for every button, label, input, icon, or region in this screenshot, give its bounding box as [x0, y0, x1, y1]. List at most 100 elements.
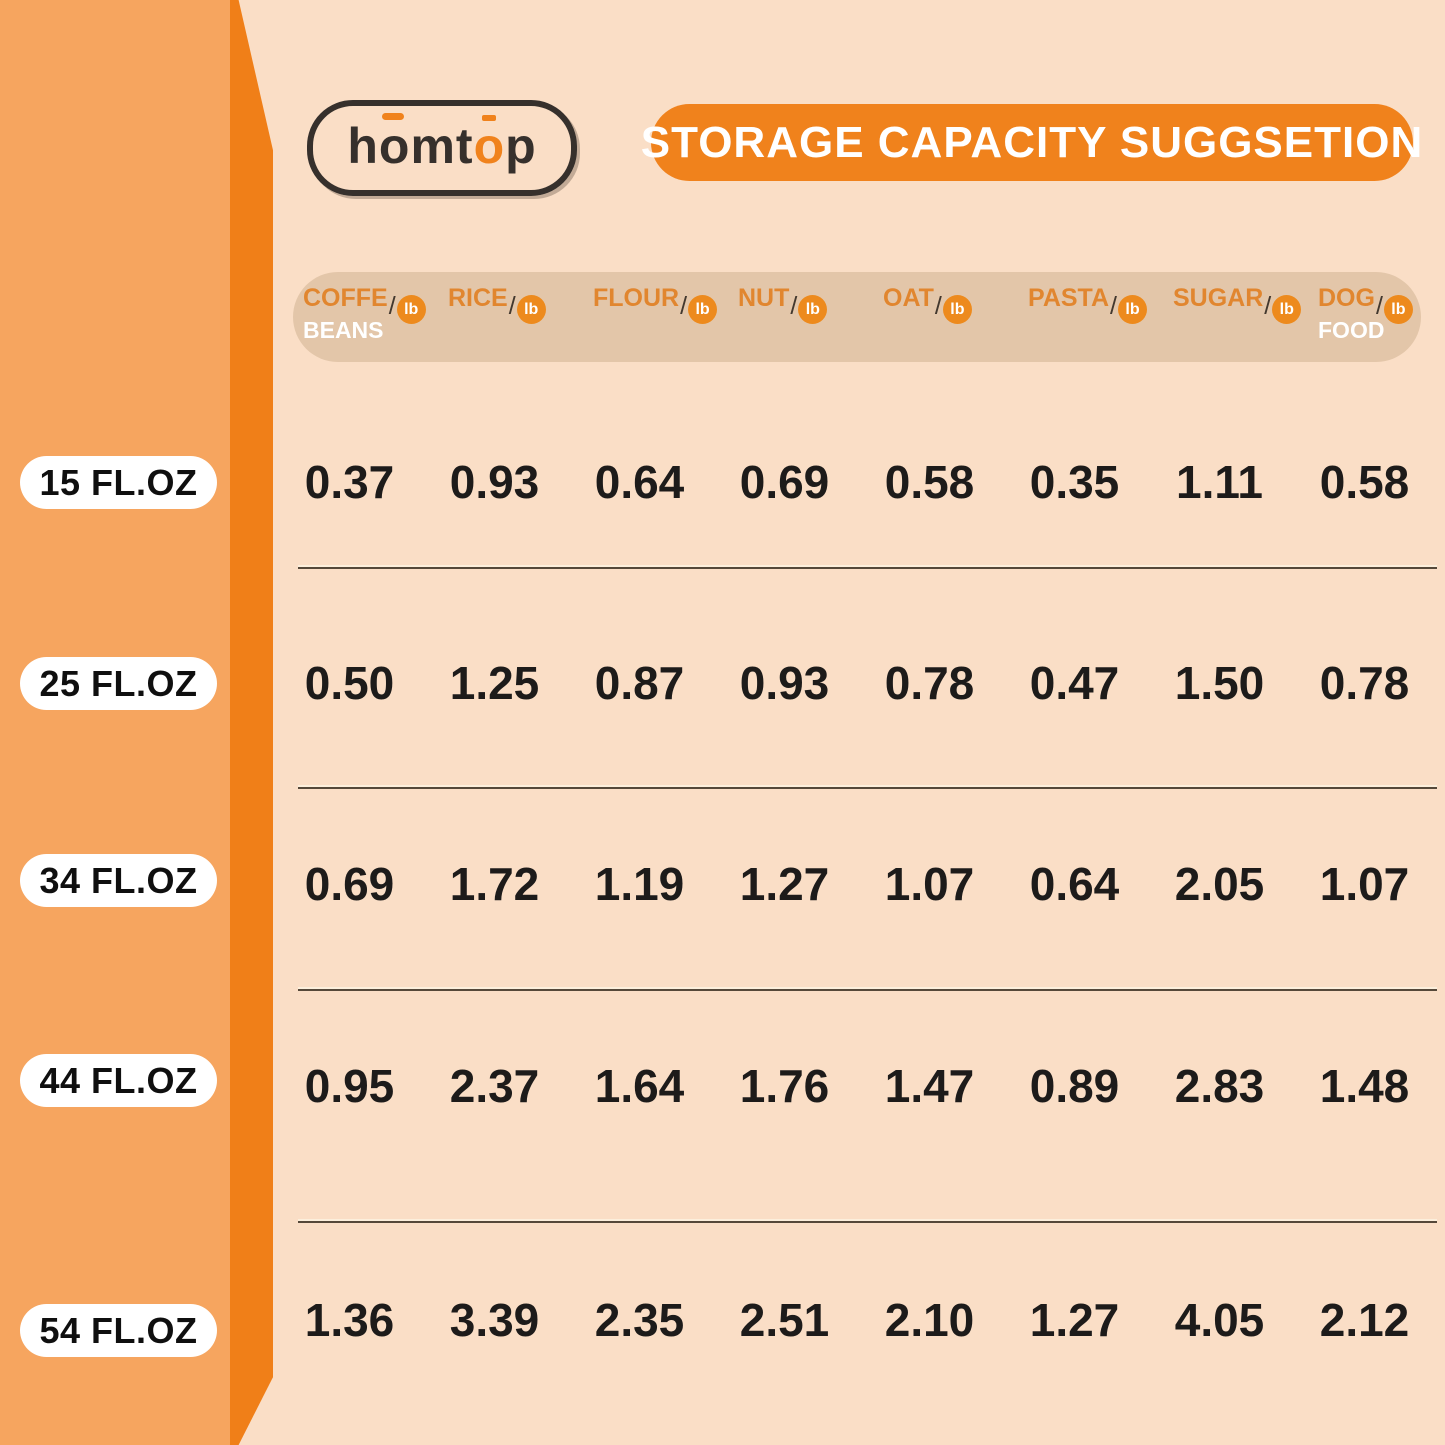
unit-lb-badge: lb: [942, 295, 972, 324]
table-cell-value: 1.27: [1029, 1294, 1120, 1346]
table-cell-value: 4.05: [1174, 1294, 1265, 1346]
column-header-pasta: PASTA / lb: [1002, 272, 1147, 362]
table-cell-value: 1.72: [449, 858, 540, 910]
column-header-label: DOG: [1318, 284, 1375, 312]
table-cell-value: 0.50: [304, 657, 395, 709]
table-cell-value: 3.39: [449, 1294, 540, 1346]
table-row: 1.36 3.39 2.35 2.51 2.10 1.27 4.05 2.12: [277, 1286, 1437, 1354]
column-header-line: OAT / lb: [883, 284, 1002, 324]
row-label-pill: 25 FL.OZ: [20, 657, 217, 710]
row-divider-line: [298, 989, 1437, 991]
table-cell-value: 1.27: [739, 858, 830, 910]
table-cell-value: 1.64: [594, 1060, 685, 1112]
column-header-rice: RICE / lb: [422, 272, 567, 362]
column-header-coffe: COFFE / lb BEANS: [277, 272, 426, 362]
table-cell-value: 1.07: [884, 858, 975, 910]
column-header-nut: NUT / lb: [712, 272, 857, 362]
column-header-label: COFFE: [303, 284, 388, 312]
row-label-pill: 44 FL.OZ: [20, 1054, 217, 1107]
table-cell-value: 1.11: [1176, 456, 1263, 508]
column-header-oat: OAT / lb: [857, 272, 1002, 362]
row-divider-line: [298, 787, 1437, 789]
table-cell-value: 1.76: [739, 1060, 830, 1112]
column-header-dog: DOG / lb FOOD: [1292, 272, 1437, 362]
table-cell-value: 0.58: [1319, 456, 1410, 508]
left-sidebar: [0, 0, 230, 1445]
per-slash: /: [388, 292, 396, 320]
table-cell-value: 0.93: [739, 657, 830, 709]
per-slash: /: [1264, 292, 1272, 320]
column-header-line: PASTA / lb: [1028, 284, 1147, 324]
row-divider-line: [298, 567, 1437, 569]
table-cell-value: 0.58: [884, 456, 975, 508]
unit-lb-badge: lb: [516, 295, 546, 324]
table-cell-value: 2.35: [594, 1294, 685, 1346]
table-cell-value: 2.83: [1174, 1060, 1265, 1112]
orange-divider-stripe: [230, 0, 273, 1445]
logo-letter: o: [378, 113, 411, 174]
per-slash: /: [508, 292, 516, 320]
table-cell-value: 2.51: [739, 1294, 830, 1346]
row-label-pill: 34 FL.OZ: [20, 854, 217, 907]
per-slash: /: [680, 292, 688, 320]
per-slash: /: [790, 292, 798, 320]
column-header-line: RICE / lb: [448, 284, 567, 324]
table-cell-value: 0.87: [594, 657, 685, 709]
table-cell-value: 1.25: [449, 657, 540, 709]
unit-lb-badge: lb: [1117, 295, 1147, 324]
unit-lb-badge: lb: [798, 295, 828, 324]
table-cell-value: 0.47: [1029, 657, 1120, 709]
table-cell-value: 0.93: [449, 456, 540, 508]
column-header-line: FLOUR / lb: [593, 284, 718, 324]
column-header-sublabel: BEANS: [303, 317, 384, 343]
column-header-label: PASTA: [1028, 284, 1110, 312]
column-header-line: COFFE / lb: [303, 284, 426, 324]
table-cell-value: 2.37: [449, 1060, 540, 1112]
column-header-label: NUT: [738, 284, 790, 312]
column-header-line: NUT / lb: [738, 284, 857, 324]
column-header-sugar: SUGAR / lb: [1147, 272, 1302, 362]
logo-letter: t: [455, 118, 474, 174]
table-row: 0.69 1.72 1.19 1.27 1.07 0.64 2.05 1.07: [277, 850, 1437, 918]
column-header-label: SUGAR: [1173, 284, 1264, 312]
per-slash: /: [1375, 292, 1383, 320]
logo-letter: h: [347, 118, 379, 174]
per-slash: /: [1110, 292, 1117, 320]
table-cell-value: 0.78: [1319, 657, 1410, 709]
table-cell-value: 1.48: [1319, 1060, 1410, 1112]
table-cell-value: 0.69: [739, 456, 830, 508]
page-title: STORAGE CAPACITY SUGGSETION: [641, 104, 1422, 181]
column-header-sublabel: FOOD: [1318, 317, 1385, 343]
per-slash: /: [934, 292, 942, 320]
logo-letter: o: [473, 115, 506, 174]
table-cell-value: 0.89: [1029, 1060, 1120, 1112]
table-row: 0.95 2.37 1.64 1.76 1.47 0.89 2.83 1.48: [277, 1052, 1437, 1120]
table-cell-value: 0.37: [304, 456, 395, 508]
table-cell-value: 2.12: [1319, 1294, 1410, 1346]
column-header-label: RICE: [448, 284, 508, 312]
unit-lb-badge: lb: [1272, 295, 1302, 324]
table-cell-value: 2.05: [1174, 858, 1265, 910]
table-cell-value: 1.36: [304, 1294, 395, 1346]
logo-letter: m: [410, 118, 456, 174]
column-header-line: SUGAR / lb: [1173, 284, 1302, 324]
table-cell-value: 0.64: [1029, 858, 1120, 910]
table-row: 0.37 0.93 0.64 0.69 0.58 0.35 1.11 0.58: [277, 448, 1437, 516]
table-cell-value: 0.69: [304, 858, 395, 910]
table-cell-value: 0.95: [304, 1060, 395, 1112]
table-cell-value: 1.19: [594, 858, 685, 910]
unit-lb-badge: lb: [1383, 295, 1413, 324]
row-label-pill: 15 FL.OZ: [20, 456, 217, 509]
column-header-label: FLOUR: [593, 284, 680, 312]
unit-lb-badge: lb: [396, 295, 426, 324]
table-cell-value: 2.10: [884, 1294, 975, 1346]
column-header-flour: FLOUR / lb: [567, 272, 718, 362]
table-cell-value: 1.50: [1174, 657, 1265, 709]
column-header-line: DOG / lb: [1318, 284, 1437, 324]
table-cell-value: 1.07: [1319, 858, 1410, 910]
table-cell-value: 0.35: [1029, 456, 1120, 508]
table-row: 0.50 1.25 0.87 0.93 0.78 0.47 1.50 0.78: [277, 649, 1437, 717]
